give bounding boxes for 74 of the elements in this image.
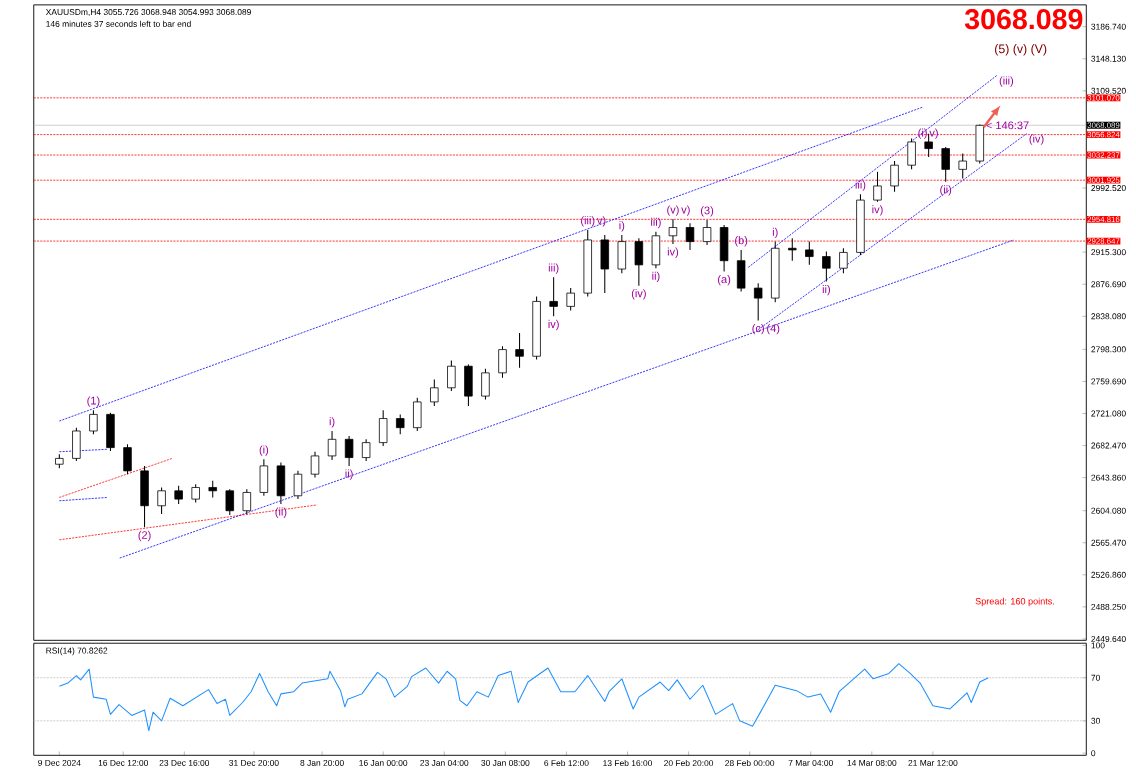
annotation: iii) [548, 263, 559, 274]
x-tick-label: 8 Jan 20:00 [300, 760, 344, 767]
annotation: 3068.089 [964, 9, 1083, 30]
y-tick-label: 3186.740 [1091, 23, 1126, 30]
x-tick-label: 16 Jan 00:00 [359, 760, 408, 767]
annotation: (iii) [999, 76, 1014, 87]
y-tick-label: 2526.860 [1091, 572, 1126, 578]
chart-title: RSI(14) 70.8262 [46, 647, 108, 656]
y-tick-label: 2565.470 [1091, 539, 1126, 546]
annotation: (a) [718, 275, 731, 286]
annotation: ii) [822, 285, 830, 296]
x-tick-label: 21 Mar 12:00 [908, 760, 958, 767]
annotation: iii) [855, 180, 866, 191]
annotation: i) [772, 227, 778, 239]
y-tick-label: 2449.640 [1091, 636, 1126, 643]
y-tick-label: 3148.130 [1091, 55, 1126, 62]
x-tick-label: 16 Dec 12:00 [98, 760, 149, 767]
x-tick-label: 28 Feb 00:00 [725, 760, 775, 767]
x-tick-label: 20 Feb 20:00 [664, 760, 714, 767]
annotation: (iii) [581, 216, 595, 227]
x-tick-label: 23 Jan 04:00 [420, 760, 469, 767]
annotation: (i) [918, 128, 927, 139]
x-tick-label: 13 Feb 16:00 [603, 760, 653, 767]
annotation: iv) [872, 205, 883, 216]
y-tick-label: 2759.690 [1091, 378, 1126, 385]
annotation: (i) [259, 445, 269, 456]
annotation: (4) [767, 324, 780, 335]
y-tick-label: 2838.080 [1091, 313, 1126, 320]
annotation: iv) [667, 247, 679, 259]
annotation: (iv) [631, 289, 646, 300]
annotation: iii) [651, 218, 661, 229]
y-tick-label: 2992.520 [1091, 185, 1126, 192]
annotation: (ii) [275, 507, 287, 519]
annotation: ii) [345, 469, 353, 480]
y-tick-label: 2915.300 [1091, 249, 1126, 256]
annotation: (ii) [940, 185, 952, 196]
y-tick-label: 3109.520 [1091, 88, 1126, 94]
annotation: (c) [752, 324, 764, 335]
annotation: (b) [735, 236, 748, 247]
y-tick-label: 0 [1091, 750, 1096, 757]
x-tick-label: 23 Dec 16:00 [159, 760, 210, 767]
y-tick-label: 2682.470 [1091, 442, 1126, 449]
annotation: (iv) [1029, 134, 1044, 145]
annotation: (2) [138, 531, 151, 542]
y-tick-label: 2798.300 [1091, 346, 1126, 353]
annotation: ii) [652, 271, 660, 283]
annotation: iv) [548, 320, 559, 331]
annotation: v) [929, 128, 938, 139]
y-tick-label: 2604.080 [1091, 507, 1126, 514]
y-tick-label: 30 [1091, 718, 1100, 724]
x-tick-label: 31 Dec 20:00 [229, 760, 279, 767]
annotation: (1) [87, 396, 100, 407]
text: 146 minutes 37 seconds left to bar end [46, 20, 191, 28]
x-tick-label: 9 Dec 2024 [38, 760, 81, 767]
x-tick-label: 7 Mar 04:00 [788, 760, 833, 767]
y-tick-label: 2876.690 [1091, 281, 1126, 288]
x-tick-label: 14 Mar 08:00 [847, 760, 897, 767]
annotation: (3) [700, 206, 714, 217]
y-tick-label: 2643.860 [1091, 474, 1126, 481]
chart-title: XAUUSDm,H4 3055.726 3068.948 3054.993 3068.089 [45, 9, 251, 17]
annotation: i) [619, 221, 625, 232]
annotation: v) [596, 216, 606, 227]
annotation: < 146:37 [986, 121, 1029, 130]
y-tick-label: 2721.080 [1091, 410, 1126, 417]
annotation: i) [329, 417, 335, 428]
x-tick-label: 30 Jan 08:00 [481, 760, 530, 767]
y-tick-label: 70 [1091, 674, 1100, 681]
annotation: Spread: 160 points. [975, 597, 1055, 607]
y-tick-label: 2488.250 [1091, 604, 1126, 611]
annotation: (v) [667, 205, 679, 216]
annotation: v) [681, 205, 690, 216]
y-tick-label: 100 [1091, 642, 1105, 649]
x-tick-label: 6 Feb 12:00 [544, 760, 589, 767]
annotation: (5) (v) (V) [995, 44, 1047, 56]
